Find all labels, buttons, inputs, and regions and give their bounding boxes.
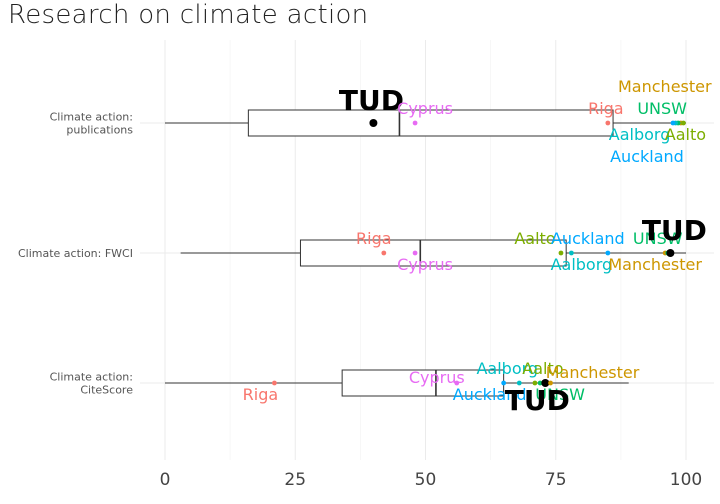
point-label-aalto: Aalto: [665, 125, 706, 144]
point-label-aalto: Aalto: [522, 359, 563, 378]
point-label-aalborg: Aalborg: [609, 125, 671, 144]
point-cyprus: [412, 120, 418, 126]
point-label-riga: Riga: [243, 385, 279, 404]
point-auckland: [605, 250, 611, 256]
point-aalto: [558, 250, 564, 256]
point-unsw: [537, 380, 543, 386]
point-cyprus: [412, 250, 418, 256]
point-tud: [369, 119, 378, 127]
point-label-manchester: Manchester: [618, 77, 712, 96]
point-aalborg: [516, 380, 522, 386]
data-points: [272, 119, 686, 387]
chart-title: Research on climate action: [8, 0, 369, 30]
point-label-unsw: UNSW: [633, 229, 683, 248]
point-label-auckland: Auckland: [551, 229, 625, 248]
box-iqr: [341, 369, 505, 397]
box-iqr: [247, 109, 614, 137]
x-tick-label: 75: [545, 470, 567, 490]
point-label-tud: TUD: [505, 384, 570, 417]
point-cyprus: [454, 380, 460, 386]
point-manchester: [548, 380, 553, 386]
point-label-cyprus: Cyprus: [397, 99, 453, 118]
point-label-cyprus: Cyprus: [397, 255, 453, 274]
y-tick-label: Climate action: FWCI: [18, 247, 133, 260]
point-auckland: [670, 120, 676, 126]
x-tick-label: 0: [160, 470, 171, 490]
x-tick-label: 100: [670, 470, 702, 490]
point-label-cyprus: Cyprus: [409, 368, 465, 387]
y-tick-label: Climate action:: [50, 111, 133, 124]
point-label-manchester: Manchester: [608, 255, 702, 274]
point-label-riga: Riga: [588, 99, 624, 118]
boxplots: [165, 109, 686, 397]
box-iqr: [299, 239, 567, 267]
point-label-unsw: UNSW: [637, 99, 687, 118]
y-tick-label: publications: [66, 124, 133, 137]
point-label-auckland: Auckland: [610, 147, 684, 166]
point-riga: [272, 380, 277, 386]
point-label-tud: TUD: [339, 84, 404, 117]
point-tud: [666, 249, 675, 257]
x-axis-ticks: 0 25 50 75 100: [160, 470, 703, 490]
point-label-tud: TUD: [642, 214, 707, 247]
point-label-aalto: Aalto: [514, 229, 555, 248]
point-label-unsw: UNSW: [535, 385, 585, 404]
point-aalborg: [568, 250, 574, 256]
x-tick-label: 50: [415, 470, 437, 490]
point-riga: [381, 250, 387, 256]
point-riga: [605, 120, 611, 126]
point-tud: [541, 379, 550, 387]
point-label-auckland: Auckland: [453, 385, 527, 404]
y-tick-label: CiteScore: [80, 384, 133, 397]
point-label-manchester: Manchester: [546, 363, 640, 382]
x-tick-label: 25: [284, 470, 306, 490]
point-aalto: [532, 380, 538, 386]
point-label-aalborg: Aalborg: [551, 255, 613, 274]
y-tick-label: Climate action:: [50, 371, 133, 384]
point-label-riga: Riga: [356, 229, 392, 248]
point-auckland: [501, 380, 507, 386]
point-aalto: [680, 120, 686, 126]
point-label-aalborg: Aalborg: [476, 359, 538, 378]
